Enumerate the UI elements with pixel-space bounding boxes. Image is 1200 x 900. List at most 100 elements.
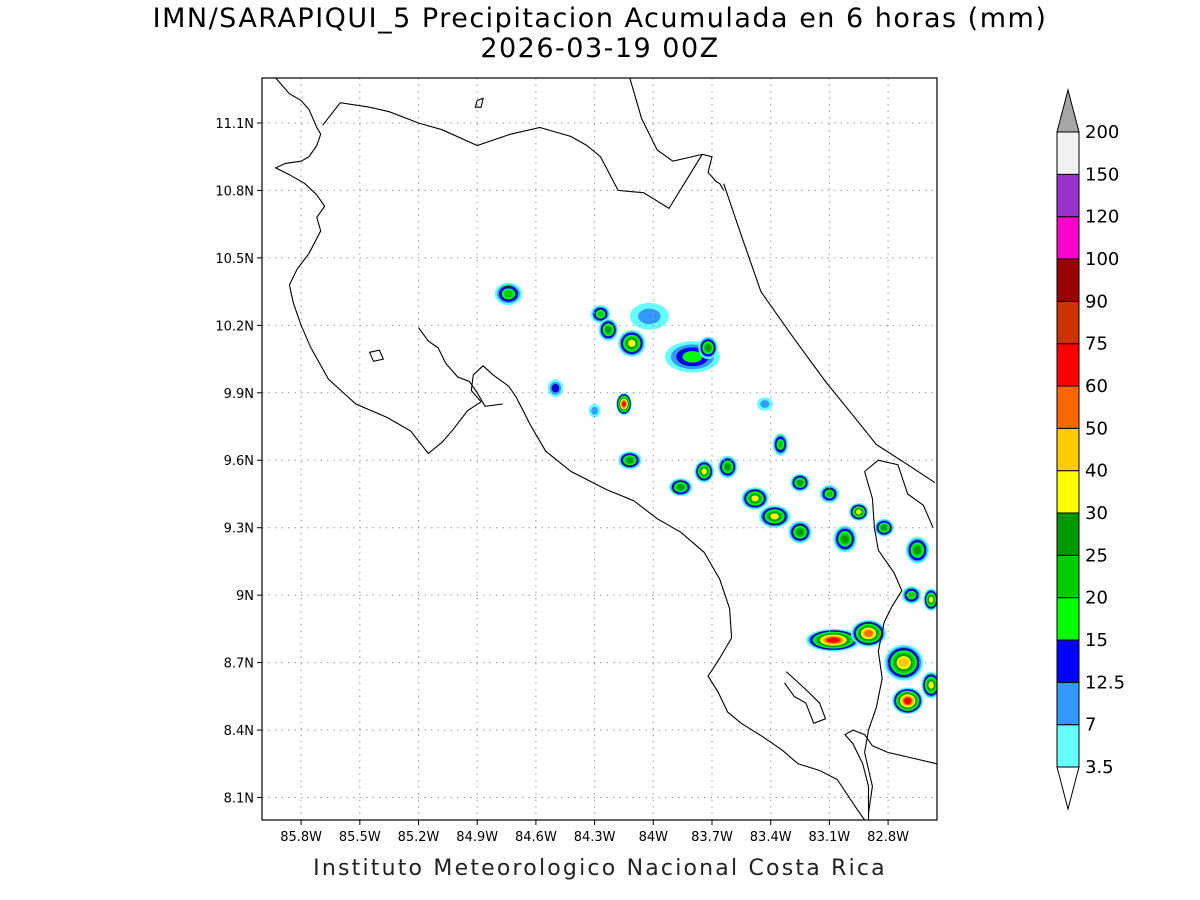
colorbar-swatch	[1056, 300, 1080, 345]
colorbar-swatch	[1056, 554, 1080, 599]
precip-cell	[757, 397, 773, 411]
map-plot-background	[262, 78, 937, 820]
precip-cell	[921, 671, 937, 699]
precip-contour	[826, 491, 833, 497]
precip-contour	[628, 339, 636, 347]
colorbar-level-label: 120	[1085, 207, 1119, 228]
precip-cell	[892, 687, 924, 715]
lon-tick-label: 83.4W	[750, 830, 792, 845]
lat-tick-label: 8.7N	[224, 657, 254, 672]
colorbar-level-label: 15	[1085, 630, 1108, 651]
coastline-layer	[274, 78, 937, 820]
colorbar-level-label: 25	[1085, 545, 1108, 566]
lat-tick-label: 9N	[236, 589, 254, 604]
precip-contour	[605, 326, 612, 334]
axis-labels: 85.8W 85.5W 85.2W 84.9W 84.6W 84.3W 84W 83.7W 83…	[215, 117, 909, 845]
precip-contour	[626, 457, 634, 463]
precip-contour	[797, 480, 803, 486]
precip-cell	[790, 473, 810, 492]
precip-cell	[874, 518, 894, 537]
colorbar-level-label: 3.5	[1085, 757, 1114, 778]
precip-cell	[819, 484, 840, 503]
country-border	[864, 459, 934, 528]
precip-cell	[698, 336, 718, 360]
grid-lines	[262, 78, 937, 820]
colorbar-level-label: 200	[1085, 122, 1119, 143]
map-title: IMN/SARAPIQUI_5 Precipitacion Acumulada …	[152, 3, 1048, 34]
colorbar-level-label: 50	[1085, 418, 1108, 439]
precip-cell	[598, 318, 619, 342]
colorbar-level-label: 90	[1085, 291, 1108, 312]
precip-contour	[760, 400, 770, 408]
precip-cell	[547, 379, 564, 398]
precip-cell	[850, 619, 887, 647]
colorbar-level-label: 150	[1085, 164, 1119, 185]
precip-contour	[796, 528, 804, 536]
colorbar-level-label: 7	[1085, 715, 1096, 736]
precipitation-field	[494, 282, 937, 715]
precip-contour	[622, 401, 626, 407]
coastline	[418, 327, 503, 407]
precip-cell	[905, 536, 930, 564]
precip-cell	[788, 520, 812, 544]
country-border	[864, 471, 903, 814]
precip-contour	[864, 630, 873, 637]
colorbar-swatch	[1056, 216, 1080, 260]
precip-contour	[705, 344, 711, 352]
lon-tick-label: 85.2W	[398, 830, 440, 845]
precip-cell	[694, 460, 714, 483]
precip-contour	[701, 468, 707, 475]
colorbar: 3.5 7 12.5 15 20 25 30 40 50 60 75 90 100 120 150 200	[1056, 88, 1125, 811]
precip-contour	[928, 681, 934, 689]
lat-tick-label: 10.5N	[215, 252, 254, 267]
lon-tick-label: 83.7W	[691, 830, 733, 845]
precip-contour	[898, 657, 909, 668]
precip-contour	[751, 495, 759, 502]
precip-cell	[923, 588, 937, 611]
island	[474, 97, 484, 108]
precip-contour	[914, 546, 921, 555]
precip-contour	[929, 596, 934, 603]
precip-cell	[618, 451, 642, 470]
coastline	[322, 102, 725, 210]
colorbar-swatch	[1056, 385, 1080, 429]
precip-cell	[805, 628, 861, 652]
precip-contour	[881, 525, 888, 531]
coastline	[723, 183, 936, 484]
lat-tick-label: 8.4N	[224, 724, 254, 739]
lon-tick-label: 84.3W	[574, 830, 616, 845]
colorbar-level-label: 12.5	[1085, 672, 1125, 693]
precip-contour	[682, 351, 703, 363]
precip-cell	[901, 586, 922, 605]
precip-cell	[741, 487, 769, 510]
precip-cell	[629, 302, 669, 330]
lon-tick-label: 84.9W	[456, 830, 498, 845]
lon-tick-label: 85.5W	[339, 830, 381, 845]
colorbar-over-triangle	[1056, 88, 1080, 133]
colorbar-under-triangle	[1056, 766, 1080, 811]
colorbar-swatch	[1056, 512, 1080, 556]
colorbar-swatch	[1056, 131, 1080, 175]
lat-tick-label: 9.9N	[224, 387, 254, 402]
lon-tick-label: 82.8W	[867, 830, 909, 845]
precip-contour	[597, 311, 604, 317]
colorbar-swatch	[1056, 470, 1080, 514]
precip-contour	[551, 384, 560, 393]
colorbar-swatch	[1056, 427, 1080, 472]
map-subtitle-date: 2026-03-19 00Z	[480, 33, 720, 64]
precip-contour	[777, 440, 783, 449]
colorbar-swatch	[1056, 681, 1080, 726]
colorbar-level-label: 20	[1085, 588, 1108, 609]
lat-tick-label: 9.3N	[224, 522, 254, 537]
colorbar-level-label: 75	[1085, 334, 1108, 355]
colorbar-swatch	[1056, 724, 1080, 768]
precip-cell	[590, 305, 611, 324]
footer-credit: Instituto Meteorologico Nacional Costa R…	[313, 856, 887, 881]
precip-contour	[856, 509, 862, 515]
coastline	[629, 78, 703, 162]
precip-cell	[772, 433, 789, 456]
lat-tick-label: 8.1N	[224, 792, 254, 807]
precip-cell	[616, 392, 632, 416]
precip-contour	[908, 592, 915, 599]
